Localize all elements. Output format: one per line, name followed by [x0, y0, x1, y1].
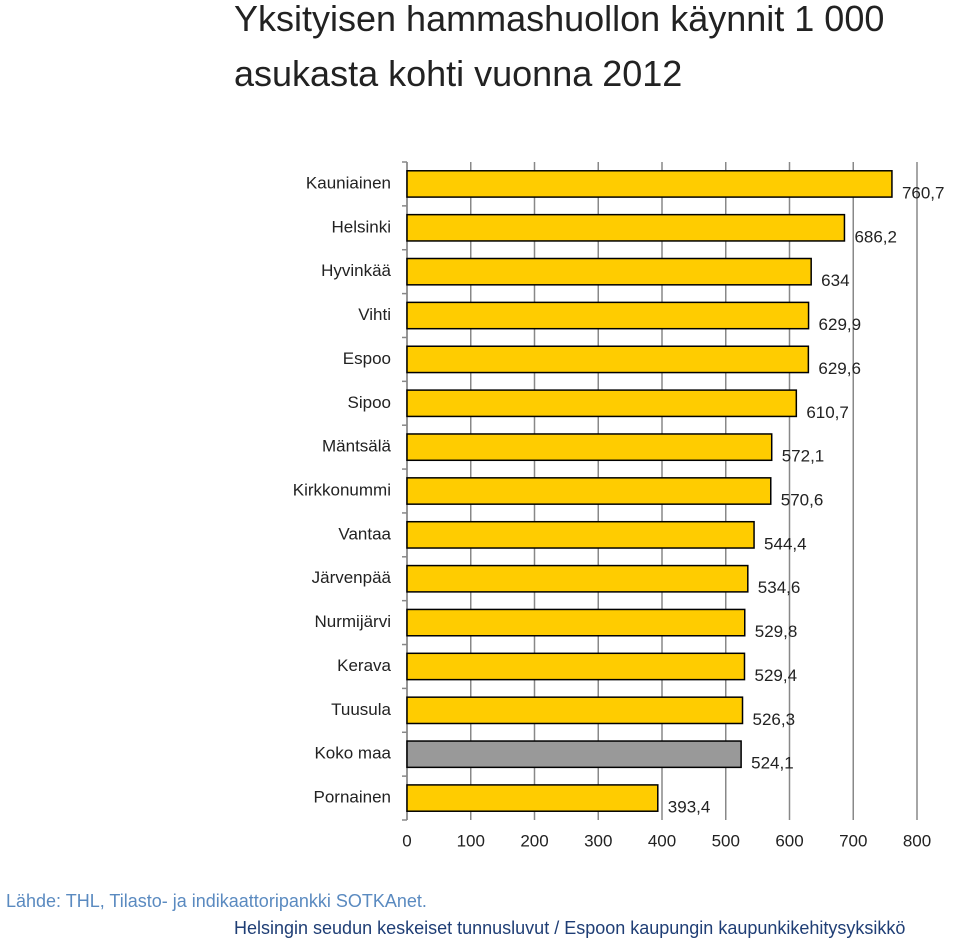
x-tick-label: 100	[457, 831, 485, 850]
bar	[406, 170, 893, 198]
bar	[406, 213, 846, 242]
y-tick-label: Espoo	[343, 349, 391, 368]
y-tick-label: Järvenpää	[312, 568, 392, 587]
value-label: 760,7	[902, 183, 945, 202]
value-label: 526,3	[753, 710, 796, 729]
y-tick-label: Kauniainen	[306, 173, 391, 192]
bar	[406, 740, 742, 769]
bar	[406, 389, 798, 418]
x-tick-label: 600	[775, 831, 803, 850]
value-label: 570,6	[781, 490, 824, 509]
value-label: 572,1	[782, 447, 825, 466]
y-tick-label: Vantaa	[338, 524, 391, 543]
x-tick-label: 200	[520, 831, 548, 850]
bar	[406, 784, 659, 812]
value-label: 529,4	[754, 666, 797, 685]
y-tick-label: Nurmijärvi	[315, 612, 392, 631]
bar	[406, 433, 773, 462]
x-tick-label: 300	[584, 831, 612, 850]
value-label: 524,1	[751, 754, 794, 773]
bar	[406, 257, 812, 286]
bar	[406, 564, 749, 593]
footer: Helsingin seudun keskeiset tunnusluvut /…	[234, 918, 905, 938]
value-label: 610,7	[806, 403, 849, 422]
value-label: 529,8	[755, 622, 798, 641]
x-tick-label: 400	[648, 831, 676, 850]
bar	[406, 345, 810, 374]
y-tick-label: Tuusula	[331, 700, 391, 719]
y-tick-label: Mäntsälä	[322, 437, 392, 456]
y-tick-label: Kerava	[337, 656, 391, 675]
bar	[406, 520, 755, 549]
y-tick-label: Helsinki	[331, 217, 391, 236]
value-label: 393,4	[668, 798, 711, 817]
x-tick-label: 500	[712, 831, 740, 850]
source: Lähde: THL, Tilasto- ja indikaattoripank…	[6, 891, 427, 911]
y-tick-label: Kirkkonummi	[293, 480, 391, 499]
value-label: 634	[821, 271, 849, 290]
x-tick-label: 800	[903, 831, 931, 850]
value-label: 534,6	[758, 578, 801, 597]
value-label: 686,2	[854, 227, 897, 246]
y-tick-label: Sipoo	[348, 393, 391, 412]
bar	[406, 696, 744, 725]
y-tick-label: Hyvinkää	[321, 261, 391, 280]
bar	[406, 477, 772, 505]
value-label: 544,4	[764, 534, 807, 553]
bar	[406, 301, 810, 330]
x-tick-label: 0	[402, 831, 411, 850]
chart-title: asukasta kohti vuonna 2012	[234, 53, 682, 94]
chart-title: Yksityisen hammashuollon käynnit 1 000	[234, 0, 884, 39]
y-tick-label: Koko maa	[314, 744, 391, 763]
y-tick-label: Pornainen	[313, 788, 391, 807]
x-tick-label: 700	[839, 831, 867, 850]
bar	[406, 652, 746, 681]
y-tick-label: Vihti	[358, 305, 391, 324]
value-label: 629,9	[819, 315, 862, 334]
value-label: 629,6	[818, 359, 861, 378]
bar	[406, 608, 746, 637]
